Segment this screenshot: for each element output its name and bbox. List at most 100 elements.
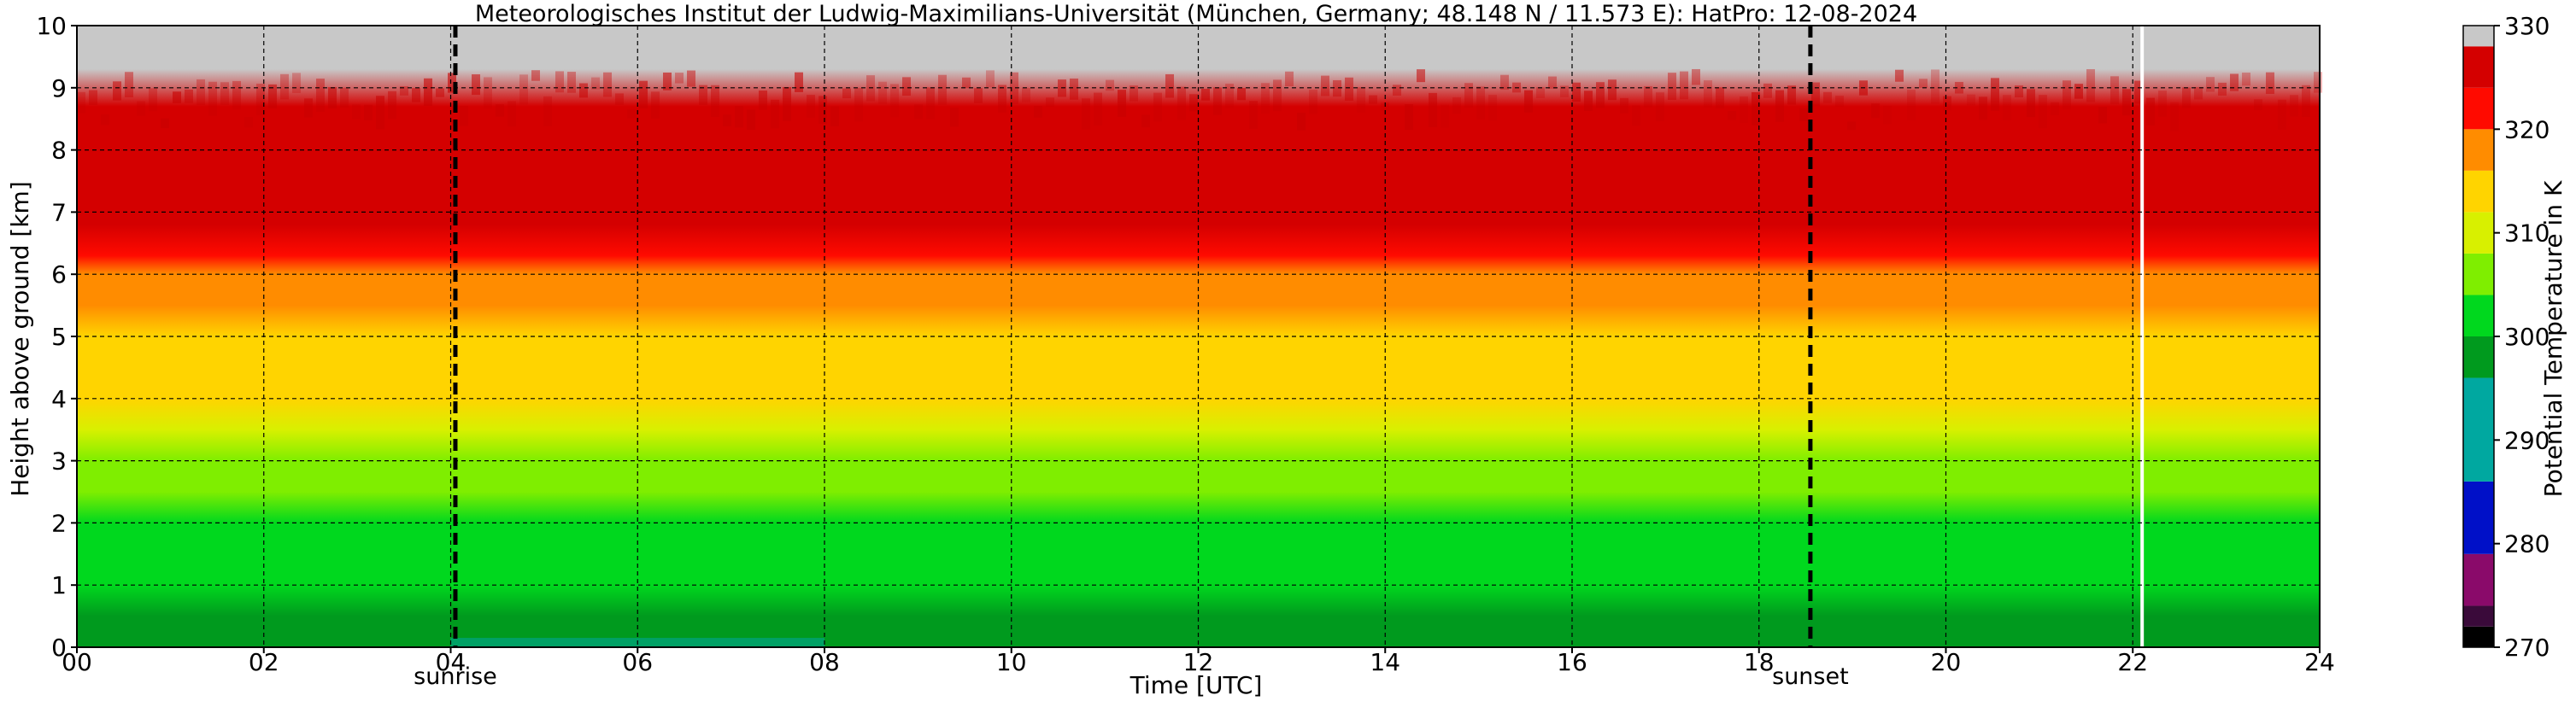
y-tick-label: 8	[51, 137, 67, 165]
chart-title: Meteorologisches Institut der Ludwig-Max…	[475, 1, 1917, 27]
texture-cell	[986, 70, 995, 88]
y-tick-label: 3	[51, 447, 67, 476]
x-axis-label: Time [UTC]	[1130, 671, 1263, 699]
texture-cell	[842, 88, 851, 99]
texture-cell	[1692, 68, 1700, 85]
texture-cell	[2086, 69, 2095, 102]
texture-cell	[1871, 103, 1880, 119]
texture-cell	[101, 114, 109, 126]
texture-cell	[1847, 121, 1856, 131]
texture-cell	[1668, 73, 1676, 101]
x-tick-label: 14	[1370, 648, 1400, 676]
texture-cell	[2278, 99, 2286, 131]
texture-cell	[244, 116, 253, 128]
texture-cell	[2218, 82, 2227, 96]
texture-cell	[1285, 71, 1294, 87]
texture-cell	[663, 72, 672, 91]
texture-cell	[1728, 110, 1736, 120]
texture-cell	[208, 81, 217, 116]
texture-cell	[1596, 82, 1605, 108]
texture-cell	[1716, 87, 1724, 109]
texture-cell	[1046, 97, 1054, 108]
colorbar-segment	[2463, 26, 2494, 47]
texture-cell	[1835, 96, 1844, 107]
texture-cell	[1070, 79, 1078, 100]
texture-cell	[1560, 85, 1569, 97]
colorbar-segment	[2463, 129, 2494, 171]
texture-cell	[567, 72, 576, 93]
texture-cell	[615, 93, 624, 105]
texture-cell	[1309, 89, 1317, 114]
texture-cell	[759, 91, 767, 110]
y-tick-label: 5	[51, 323, 67, 351]
texture-cell	[1369, 95, 1377, 104]
texture-cell	[2242, 73, 2250, 86]
texture-cell	[2039, 95, 2047, 129]
texture-cell	[926, 87, 935, 120]
x-tick-label: 08	[809, 648, 840, 676]
texture-cell	[1955, 81, 1963, 94]
texture-cell	[1524, 90, 1533, 113]
texture-cell	[89, 90, 97, 105]
texture-cell	[974, 88, 983, 103]
x-tick-label: 22	[2117, 648, 2148, 676]
colorbar-segment	[2463, 553, 2494, 606]
texture-cell	[1333, 79, 1341, 97]
colorbar-tick-label: 270	[2504, 634, 2550, 662]
texture-cell	[627, 109, 636, 119]
texture-cell	[220, 82, 229, 105]
texture-cell	[1644, 86, 1652, 108]
texture-cell	[1153, 92, 1162, 122]
texture-cell	[1584, 91, 1593, 112]
texture-cell	[2182, 87, 2191, 108]
texture-cell	[579, 83, 588, 98]
texture-cell	[819, 96, 827, 124]
y-axis-ticks: 0 1 2 3 4 5 6 7 8 9 10	[36, 12, 77, 662]
texture-cell	[2290, 95, 2298, 117]
texture-cell	[1536, 87, 1545, 98]
texture-cell	[1417, 69, 1425, 83]
texture-cell	[1189, 94, 1198, 112]
texture-cell	[280, 73, 289, 100]
texture-cell	[878, 81, 887, 104]
texture-cell	[2003, 95, 2011, 121]
texture-cell	[340, 87, 349, 108]
x-tick-label: 10	[996, 648, 1027, 676]
texture-cell	[185, 89, 193, 103]
texture-cell	[1775, 90, 1784, 122]
colorbar-segment	[2463, 253, 2494, 295]
texture-cell	[687, 70, 695, 87]
texture-cell	[1345, 77, 1353, 101]
colorbar-segment	[2463, 170, 2494, 213]
event-label-sunrise: sunrise	[414, 663, 497, 690]
colorbar-tick-label: 280	[2504, 530, 2550, 558]
texture-cell	[1488, 94, 1497, 121]
texture-cell	[639, 80, 648, 108]
texture-cell	[1883, 105, 1892, 125]
texture-cell	[1393, 85, 1401, 96]
texture-cell	[268, 84, 277, 109]
texture-cell	[1548, 76, 1557, 89]
y-tick-label: 9	[51, 74, 67, 102]
texture-cell	[1094, 92, 1102, 126]
texture-cell	[460, 105, 468, 126]
x-tick-label: 02	[249, 648, 279, 676]
texture-cell	[508, 101, 516, 127]
texture-cell	[603, 72, 612, 97]
texture-cell	[531, 70, 540, 81]
x-tick-label: 12	[1183, 648, 1214, 676]
texture-cell	[2194, 86, 2203, 100]
texture-cell	[854, 87, 863, 122]
event-labels: sunrise sunset	[414, 663, 1849, 690]
texture-cell	[1082, 98, 1090, 130]
texture-cell	[723, 114, 731, 126]
texture-cell	[1405, 103, 1413, 131]
texture-cell	[902, 77, 911, 96]
texture-cell	[197, 79, 205, 106]
texture-cell	[2015, 85, 2023, 98]
texture-cell	[1357, 87, 1365, 113]
texture-cell	[1034, 105, 1042, 118]
texture-cell	[1452, 96, 1461, 114]
texture-cell	[113, 81, 121, 101]
texture-cell	[2158, 91, 2167, 117]
